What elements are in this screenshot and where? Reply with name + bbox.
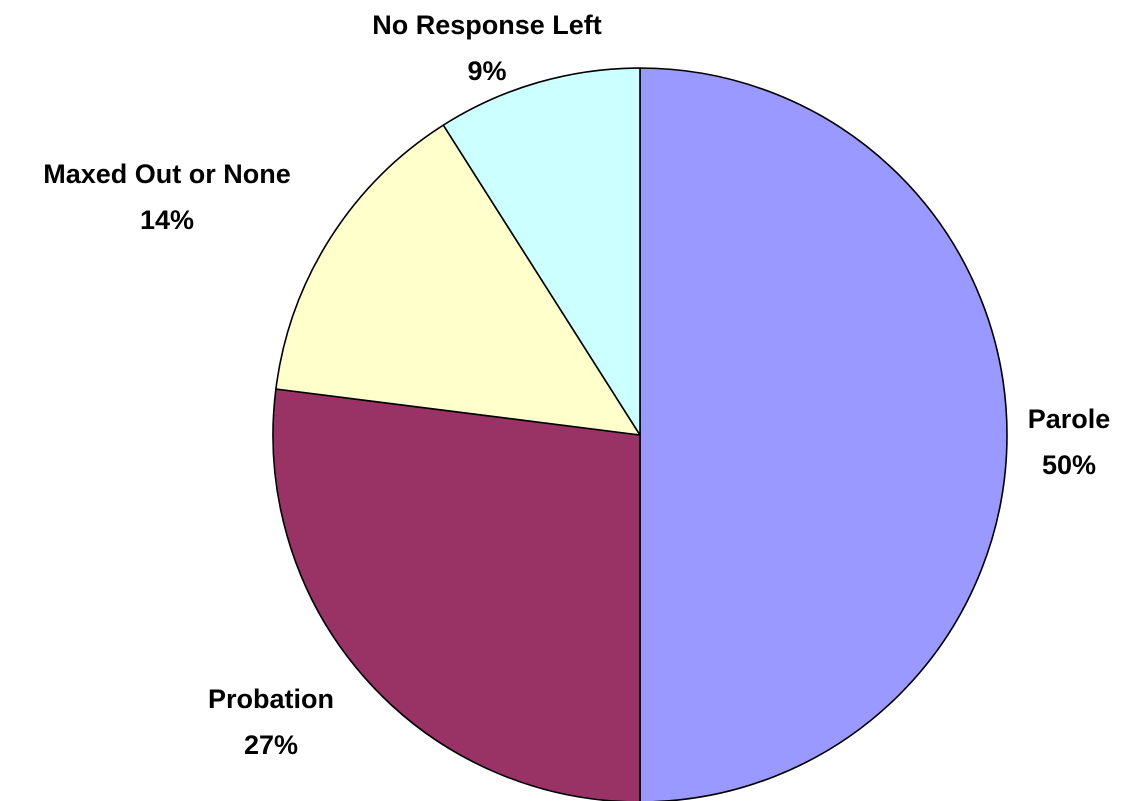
- slice-label-probation: Probation: [208, 684, 334, 714]
- slice-percent-probation: 27%: [244, 730, 298, 760]
- pie-slice-probation: [272, 388, 641, 801]
- pie-slice-parole: [639, 67, 1008, 801]
- slice-percent-parole: 50%: [1042, 450, 1096, 480]
- slice-label-parole: Parole: [1028, 404, 1111, 434]
- pie-labels: Parole 50% Probation 27% Maxed Out or No…: [43, 10, 1110, 760]
- slice-percent-no-response: 9%: [467, 56, 506, 86]
- pie-slice-no-response-left: [442, 67, 641, 436]
- slice-label-maxed-out: Maxed Out or None: [43, 159, 291, 189]
- pie-slices: [272, 67, 1008, 801]
- slice-label-no-response: No Response Left: [372, 10, 602, 40]
- slice-percent-maxed-out: 14%: [140, 205, 194, 235]
- pie-slice-maxed-out-or-none: [275, 124, 641, 436]
